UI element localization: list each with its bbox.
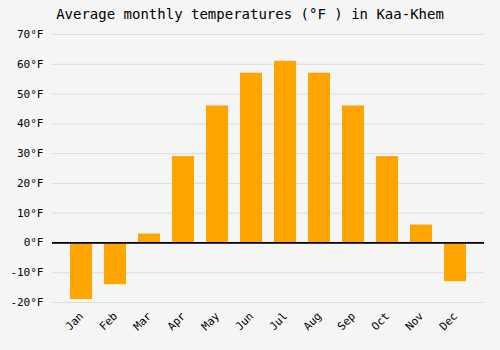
svg-text:10°F: 10°F <box>17 207 44 220</box>
svg-text:Jan: Jan <box>63 310 86 333</box>
svg-text:-20°F: -20°F <box>10 296 43 309</box>
svg-text:40°F: 40°F <box>17 117 44 130</box>
svg-text:20°F: 20°F <box>17 177 44 190</box>
svg-text:Feb: Feb <box>97 310 120 333</box>
html-text:Average monthly temperatures (: Average monthly temperatures (°F ) in Ka… <box>56 6 444 22</box>
svg-text:Apr: Apr <box>165 309 189 333</box>
svg-text:Jul: Jul <box>267 310 290 333</box>
svg-text:Mar: Mar <box>131 309 155 333</box>
svg-text:-10°F: -10°F <box>10 266 43 279</box>
svg-text:70°F: 70°F <box>17 28 44 41</box>
svg-text:May: May <box>199 309 223 333</box>
svg-text:Oct: Oct <box>369 310 392 333</box>
svg-text:0°F: 0°F <box>24 236 44 249</box>
svg-text:Jun: Jun <box>233 310 256 333</box>
svg-text:Dec: Dec <box>437 310 460 333</box>
svg-text:60°F: 60°F <box>17 58 44 71</box>
svg-text:50°F: 50°F <box>17 88 44 101</box>
svg-text:30°F: 30°F <box>17 147 44 160</box>
svg-text:Aug: Aug <box>301 310 324 333</box>
svg-text:Sep: Sep <box>335 310 358 333</box>
svg-text:Nov: Nov <box>403 309 427 333</box>
